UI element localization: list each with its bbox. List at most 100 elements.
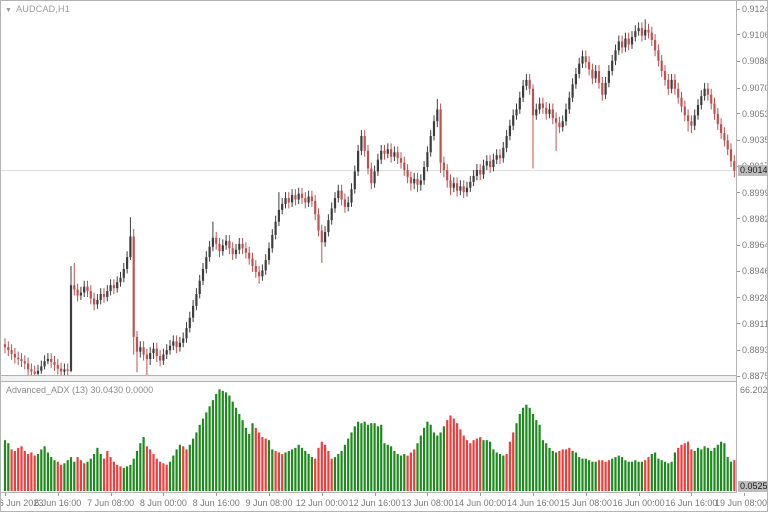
adx-bar bbox=[201, 418, 205, 491]
time-axis[interactable]: 6 Jun 2023 6 Jun 16:00 7 Jun 08:00 8 Jun 00… bbox=[1, 493, 768, 511]
adx-bar bbox=[119, 466, 122, 491]
adx-bar bbox=[363, 421, 366, 491]
adx-bar bbox=[611, 458, 614, 491]
candle bbox=[396, 152, 399, 159]
adx-bar bbox=[423, 427, 426, 491]
adx-bar bbox=[733, 460, 736, 491]
candle bbox=[607, 71, 610, 83]
candle bbox=[644, 29, 647, 36]
adx-bar bbox=[508, 441, 511, 491]
candle bbox=[723, 133, 726, 141]
adx-bar bbox=[287, 450, 290, 491]
adx-bar bbox=[462, 435, 465, 491]
symbol-title-label: AUDCAD,H1 bbox=[16, 4, 70, 14]
adx-bar bbox=[475, 438, 478, 491]
adx-bar bbox=[561, 449, 564, 491]
candle bbox=[604, 82, 607, 95]
adx-bar bbox=[46, 452, 49, 491]
adx-bar bbox=[630, 461, 634, 491]
candle bbox=[376, 159, 379, 172]
adx-bar bbox=[469, 443, 472, 491]
adx-bar bbox=[251, 423, 254, 491]
pane-separator[interactable] bbox=[1, 375, 736, 382]
candle bbox=[627, 38, 630, 45]
adx-bar bbox=[360, 423, 363, 491]
adx-bar bbox=[660, 460, 663, 491]
adx-bar bbox=[706, 447, 709, 491]
candle bbox=[277, 209, 280, 222]
price-axis-tick bbox=[737, 270, 740, 272]
adx-bar bbox=[409, 452, 412, 491]
candle bbox=[479, 169, 482, 175]
adx-bar bbox=[241, 420, 244, 491]
candle bbox=[568, 97, 571, 110]
adx-bar bbox=[446, 420, 449, 491]
candle bbox=[172, 341, 175, 346]
adx-bar bbox=[558, 450, 561, 491]
adx-bar bbox=[380, 424, 383, 491]
adx-bar bbox=[172, 455, 175, 491]
adx-bar bbox=[205, 412, 208, 491]
adx-bar bbox=[627, 461, 630, 491]
adx-bar bbox=[211, 400, 214, 491]
candle bbox=[261, 270, 264, 277]
adx-bar bbox=[485, 440, 488, 491]
adx-bar bbox=[353, 426, 356, 491]
candle bbox=[436, 109, 439, 122]
adx-bar bbox=[126, 466, 129, 491]
adx-bar bbox=[710, 450, 713, 491]
adx-bar bbox=[614, 457, 617, 491]
adx-bar bbox=[531, 413, 535, 491]
indicator-min-badge: 0.0525 bbox=[738, 481, 767, 492]
candle bbox=[159, 356, 162, 361]
adx-bar bbox=[472, 440, 475, 491]
candle bbox=[330, 208, 333, 221]
adx-bar bbox=[442, 426, 445, 491]
candle bbox=[56, 364, 59, 369]
candle bbox=[475, 169, 478, 176]
adx-bar bbox=[76, 457, 79, 491]
candle bbox=[528, 79, 531, 89]
indicator-title: Advanced_ADX (13) 30.0430 0.0000 bbox=[6, 385, 154, 395]
adx-bar bbox=[621, 457, 624, 491]
adx-bar bbox=[429, 424, 432, 491]
main-chart-pane[interactable] bbox=[1, 1, 736, 379]
candle bbox=[495, 155, 498, 160]
candle bbox=[591, 69, 594, 79]
time-axis-label: 19 Jun 08:00 bbox=[714, 498, 768, 508]
time-axis-tick bbox=[163, 493, 165, 496]
price-axis-tick bbox=[737, 323, 740, 325]
time-axis-label: 16 Jun 16:00 bbox=[665, 498, 718, 508]
candle bbox=[538, 103, 541, 110]
adx-bar bbox=[426, 421, 429, 491]
candle bbox=[337, 190, 340, 199]
candle bbox=[221, 245, 224, 252]
time-axis-tick bbox=[216, 493, 218, 496]
adx-bar bbox=[221, 390, 224, 491]
indicator-pane[interactable] bbox=[1, 382, 736, 492]
adx-bar bbox=[347, 438, 350, 491]
adx-bar bbox=[545, 443, 548, 491]
adx-bar bbox=[687, 441, 690, 491]
candle bbox=[93, 298, 96, 305]
price-axis-label: 0.88755 bbox=[742, 371, 767, 381]
adx-bar bbox=[208, 406, 211, 491]
adx-bar bbox=[403, 454, 406, 491]
adx-bar bbox=[680, 444, 683, 491]
adx-bar bbox=[218, 389, 221, 491]
adx-bar bbox=[492, 449, 495, 491]
price-axis-tick bbox=[737, 34, 740, 36]
candle bbox=[50, 359, 53, 362]
candle bbox=[380, 150, 383, 160]
adx-bar bbox=[33, 455, 36, 491]
candle bbox=[489, 161, 492, 168]
candle bbox=[102, 294, 106, 297]
candle bbox=[83, 286, 86, 293]
adx-bar bbox=[700, 449, 703, 491]
candle bbox=[637, 28, 640, 32]
time-axis-tick bbox=[57, 493, 59, 496]
candle bbox=[347, 202, 350, 207]
price-axis-label: 0.89640 bbox=[742, 240, 767, 251]
adx-bar bbox=[667, 463, 670, 491]
